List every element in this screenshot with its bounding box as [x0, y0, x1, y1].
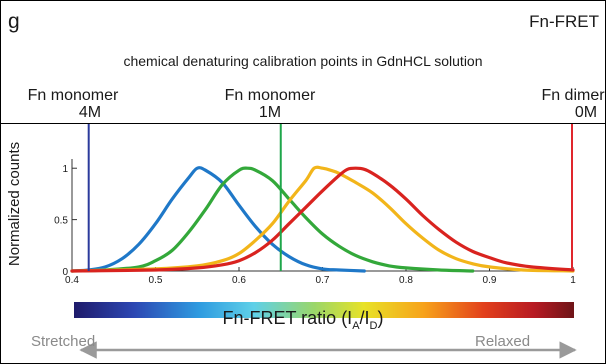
header-divider: [1, 123, 605, 124]
chart-subtitle: chemical denaturing calibration points i…: [123, 53, 483, 69]
marker-label-name: Fn monomer: [224, 87, 316, 104]
x-axis-label: Fn-FRET ratio (IA/ID): [222, 308, 384, 332]
histogram-series-1: [70, 166, 366, 273]
y-axis-label: Normalized counts: [6, 142, 23, 266]
x-tick-label: 0.9: [483, 275, 497, 286]
relaxed-label: Relaxed: [475, 333, 531, 350]
x-tick-label: 0.7: [316, 275, 330, 286]
x-tick-label: 0.6: [232, 275, 246, 286]
stretched-label: Stretched: [31, 333, 96, 350]
y-tick-label: 0: [62, 267, 68, 278]
y-tick-label: 0.5: [54, 216, 68, 227]
x-tick-label: 0.4: [65, 275, 79, 286]
marker-label-concentration: 4M: [78, 104, 102, 121]
marker-label-name: Fn dimer: [541, 87, 605, 104]
histogram-series-3: [70, 165, 575, 273]
fret-colorbar: [74, 302, 574, 318]
histogram-series-2: [70, 166, 475, 273]
histogram-plot: Normalized counts 0.4 0.5 0.6 0.7 0.8 0.9 1 0 0.…: [6, 124, 577, 359]
panel-title: Fn-FRET: [529, 12, 599, 31]
panel-letter: g: [8, 10, 20, 33]
marker-label-concentration: 1M: [258, 104, 282, 121]
histogram-series-4: [70, 166, 575, 273]
marker-label-name: Fn monomer: [27, 87, 119, 104]
x-tick-label: 1: [570, 275, 576, 286]
y-tick-label: 1: [62, 164, 68, 175]
x-tick-label: 0.5: [149, 275, 163, 286]
x-tick-label: 0.8: [399, 275, 413, 286]
marker-label-concentration: 0M: [574, 104, 598, 121]
